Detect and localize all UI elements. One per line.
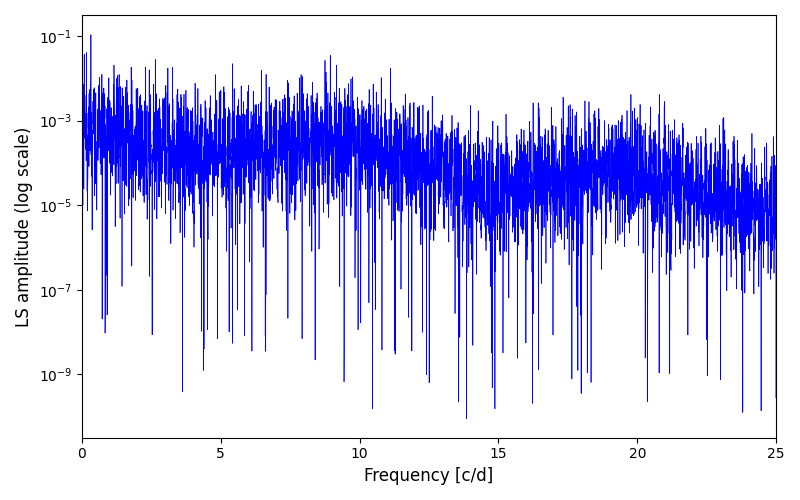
Y-axis label: LS amplitude (log scale): LS amplitude (log scale) bbox=[15, 126, 33, 326]
X-axis label: Frequency [c/d]: Frequency [c/d] bbox=[364, 467, 494, 485]
